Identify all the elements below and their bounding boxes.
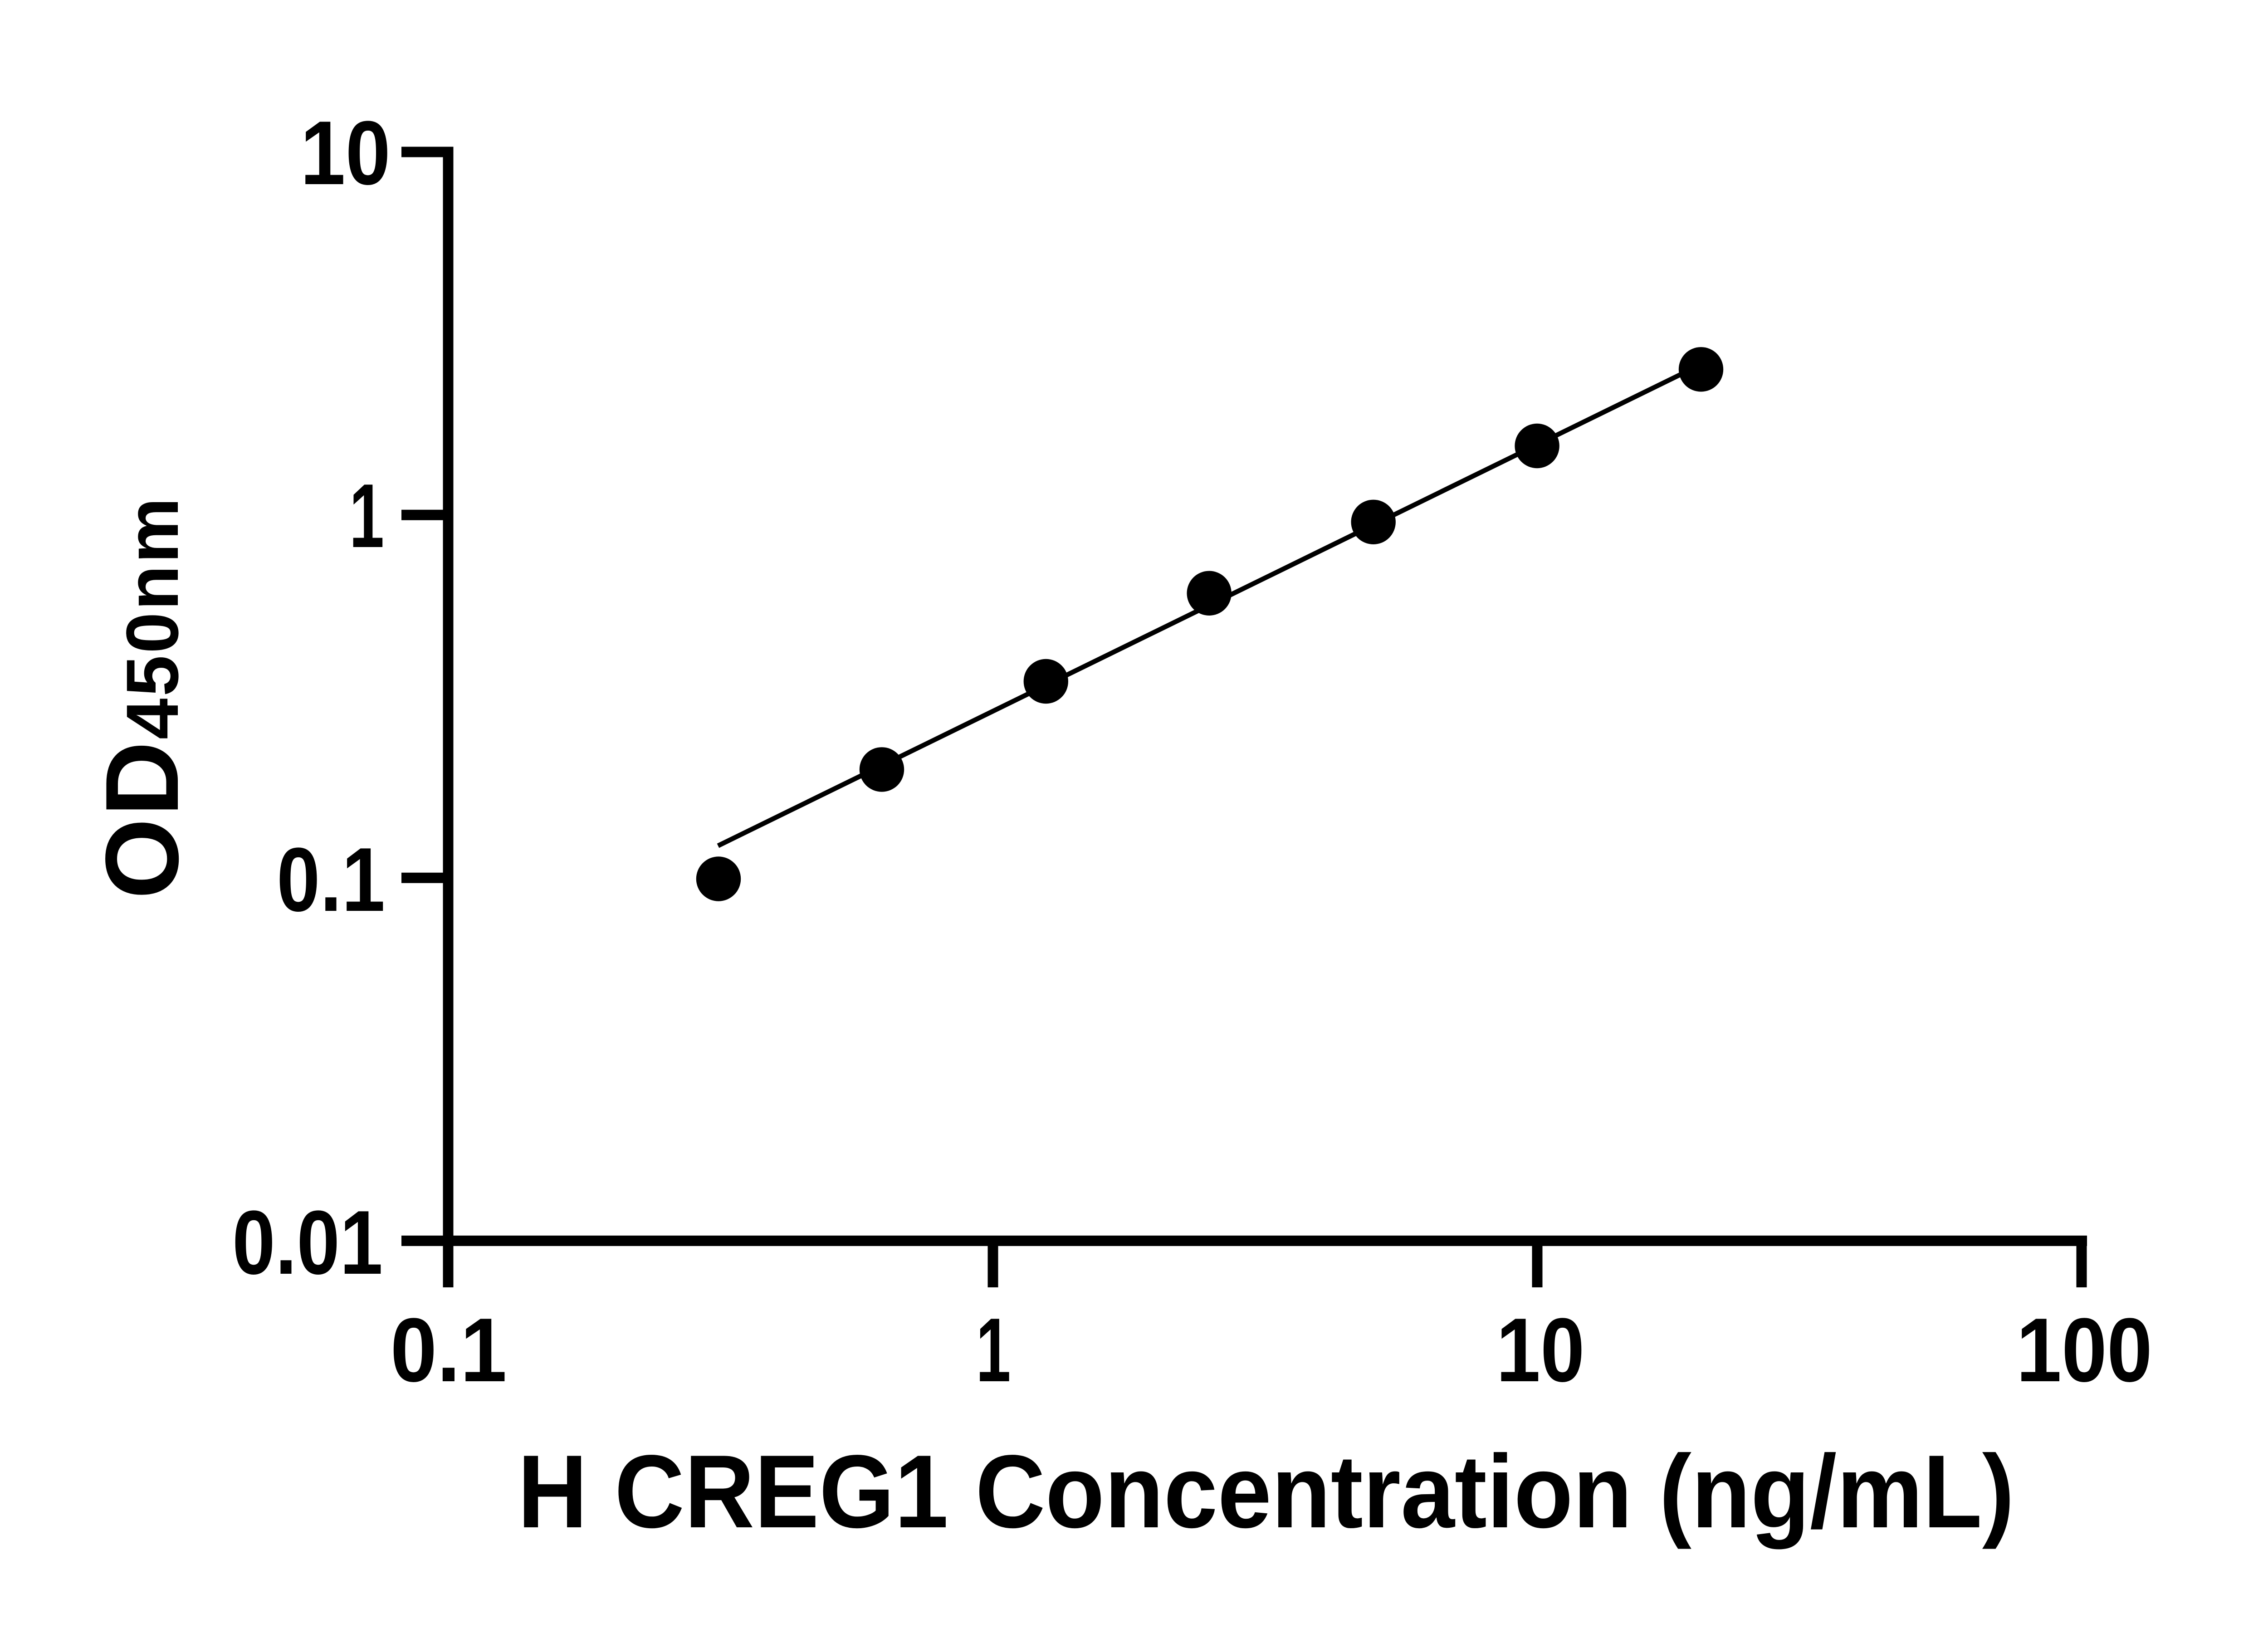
svg-text:H CREG1 Concentration (ng/mL): H CREG1 Concentration (ng/mL) [518, 1433, 2014, 1550]
svg-text:OD450nm: OD450nm [84, 496, 200, 899]
svg-text:10: 10 [1496, 1300, 1585, 1401]
svg-text:10: 10 [300, 103, 391, 204]
svg-text:100: 100 [2016, 1300, 2152, 1401]
svg-text:0.1: 0.1 [391, 1300, 507, 1401]
svg-text:1: 1 [349, 465, 384, 567]
svg-text:1: 1 [976, 1300, 1011, 1401]
svg-text:0.01: 0.01 [232, 1192, 383, 1293]
svg-text:0.1: 0.1 [277, 829, 385, 930]
